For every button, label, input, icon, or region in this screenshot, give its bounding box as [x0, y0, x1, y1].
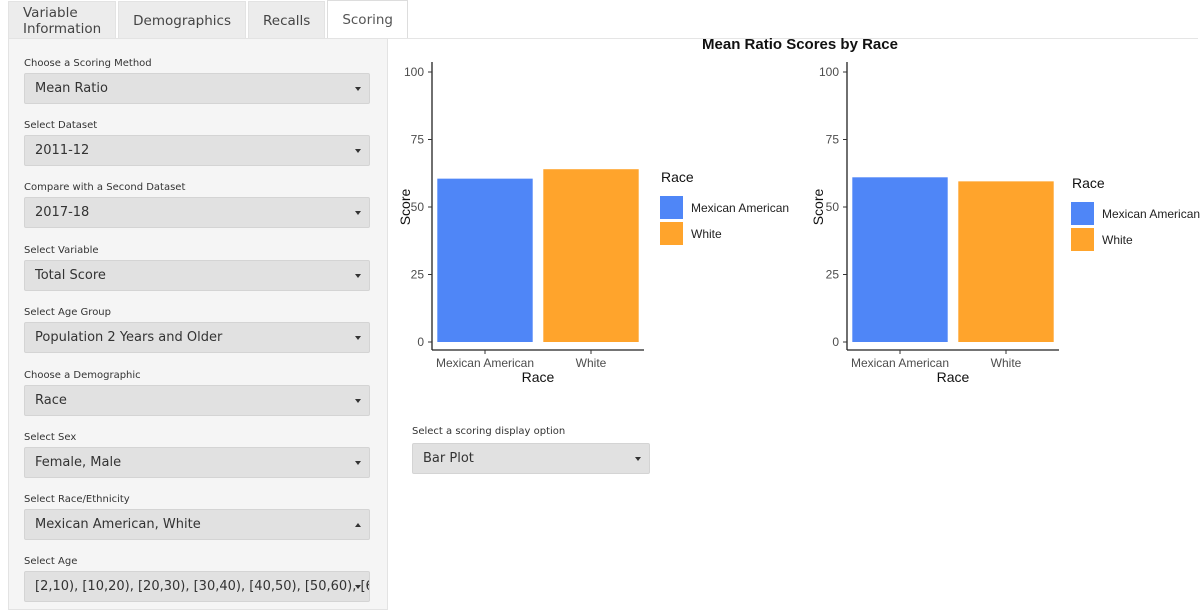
chevron-down-icon — [355, 148, 361, 153]
field-label: Select Age Group — [24, 307, 111, 318]
tab-scoring[interactable]: Scoring — [327, 0, 408, 39]
select-input[interactable]: Total Score — [24, 260, 370, 291]
chevron-down-icon — [355, 460, 361, 465]
display-option-select[interactable]: Bar Plot — [412, 443, 650, 474]
page-title: Mean Ratio Scores by Race — [702, 36, 898, 53]
divider — [388, 38, 1198, 39]
x-axis-title: Race — [937, 369, 970, 385]
x-tick-label: White — [576, 356, 607, 370]
chevron-down-icon — [635, 456, 641, 461]
select-value: 2011-12 — [35, 143, 90, 158]
tab-variable-information[interactable]: Variable Information — [8, 1, 117, 39]
score-chart-2: 0 25 50 75 100 Mexican American White Race Score… — [810, 62, 1200, 385]
y-tick-label: 25 — [411, 268, 425, 282]
display-option-value: Bar Plot — [423, 451, 474, 466]
tab-bar: Variable Information Demographics Recall… — [8, 0, 408, 39]
chevron-down-icon — [355, 210, 361, 215]
y-tick-label: 100 — [404, 65, 424, 79]
legend-swatch — [1071, 202, 1094, 225]
field-label: Select Race/Ethnicity — [24, 494, 130, 505]
score-chart-1: 0 25 50 75 100 Mexican American White Race Score… — [397, 62, 789, 385]
y-tick-label: 0 — [417, 335, 424, 349]
y-axis-title: Score — [810, 189, 826, 226]
y-tick-label: 100 — [819, 65, 839, 79]
chevron-down-icon — [355, 584, 361, 589]
bar-white — [543, 169, 639, 342]
select-value: 2017-18 — [35, 205, 90, 220]
y-tick-label: 75 — [826, 133, 840, 147]
select-input[interactable]: 2011-12 — [24, 135, 370, 166]
chevron-up-icon — [355, 522, 361, 527]
x-tick-label: Mexican American — [436, 356, 534, 370]
field-label: Select Age — [24, 556, 78, 567]
legend-swatch — [660, 196, 683, 219]
select-input[interactable]: Population 2 Years and Older — [24, 322, 370, 353]
legend-label: Mexican American — [1102, 207, 1200, 221]
select-input[interactable]: Mean Ratio — [24, 73, 370, 104]
y-tick-label: 75 — [411, 133, 425, 147]
field-label: Choose a Demographic — [24, 370, 141, 381]
y-axis-title: Score — [397, 189, 413, 226]
legend-swatch — [660, 222, 683, 245]
y-tick-label: 25 — [826, 268, 840, 282]
x-axis-title: Race — [522, 369, 555, 385]
select-value: Mexican American, White — [35, 517, 201, 532]
display-option-label: Select a scoring display option — [412, 426, 566, 437]
y-tick-label: 50 — [411, 200, 425, 214]
field-label: Select Dataset — [24, 120, 98, 131]
field-label: Select Sex — [24, 432, 77, 443]
chevron-down-icon — [355, 398, 361, 403]
field-label: Choose a Scoring Method — [24, 58, 152, 69]
select-input[interactable]: 2017-18 — [24, 197, 370, 228]
bar-white — [958, 181, 1054, 342]
select-input[interactable]: [2,10), [10,20), [20,30), [30,40), [40,5… — [24, 571, 370, 602]
y-tick-label: 50 — [826, 200, 840, 214]
y-tick-label: 0 — [832, 335, 839, 349]
select-value: Population 2 Years and Older — [35, 330, 223, 345]
select-input[interactable]: Race — [24, 385, 370, 416]
chevron-down-icon — [355, 86, 361, 91]
chevron-down-icon — [355, 335, 361, 340]
legend-title: Race — [661, 169, 694, 185]
tab-demographics[interactable]: Demographics — [118, 1, 246, 39]
legend-title: Race — [1072, 175, 1105, 191]
chevron-down-icon — [355, 273, 361, 278]
x-tick-label: Mexican American — [851, 356, 949, 370]
select-value: Total Score — [35, 268, 106, 283]
field-label: Compare with a Second Dataset — [24, 182, 186, 193]
select-value: Race — [35, 393, 67, 408]
select-value: Mean Ratio — [35, 81, 108, 96]
legend-swatch — [1071, 228, 1094, 251]
bar-mexican-american — [852, 177, 948, 342]
tab-recalls[interactable]: Recalls — [248, 1, 326, 39]
select-input[interactable]: Mexican American, White — [24, 509, 370, 540]
field-label: Select Variable — [24, 245, 99, 256]
bar-mexican-american — [437, 178, 533, 342]
select-value: Female, Male — [35, 455, 122, 470]
select-input[interactable]: Female, Male — [24, 447, 370, 478]
legend-label: White — [691, 227, 722, 241]
select-value: [2,10), [10,20), [20,30), [30,40), [40,5… — [35, 579, 369, 594]
legend-label: White — [1102, 233, 1133, 247]
x-tick-label: White — [991, 356, 1022, 370]
legend-label: Mexican American — [691, 201, 789, 215]
